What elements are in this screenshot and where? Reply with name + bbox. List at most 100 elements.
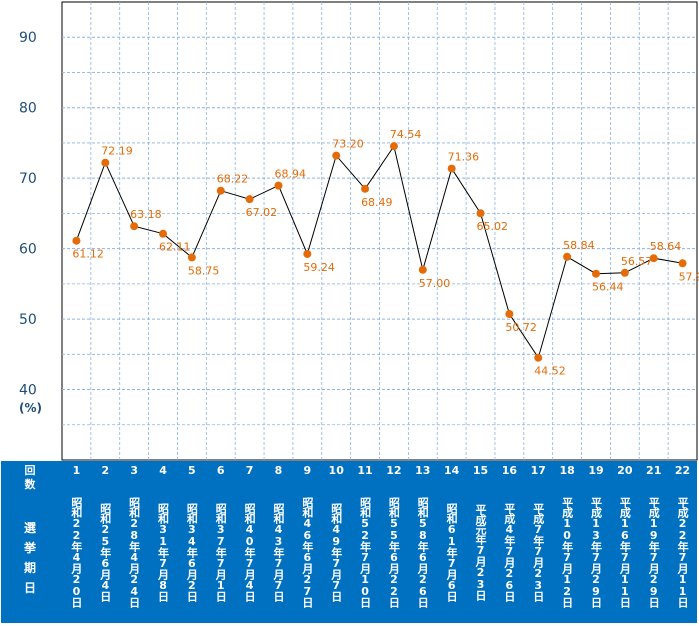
chart-grid <box>61 1 698 461</box>
election-date: 昭和37年7月1日 <box>214 503 228 601</box>
table-column: 14 昭和61年7月6日 <box>439 461 465 621</box>
table-column: 5 昭和34年6月2日 <box>179 461 205 621</box>
table-column: 18 平成10年7月12日 <box>554 461 580 621</box>
election-date: 昭和22年4月20日 <box>69 497 83 607</box>
data-label: 63.18 <box>130 208 162 221</box>
data-point <box>563 252 572 261</box>
data-point <box>72 236 81 245</box>
data-point <box>649 254 658 263</box>
table-column: 9 昭和46年6月27日 <box>294 461 320 621</box>
data-point <box>476 209 485 218</box>
election-table: 回数 選挙期日 1 昭和22年4月20日 2 昭和25年6月4日 3 昭和28年4月24日… <box>1 461 697 623</box>
election-date: 平成16年7月11日 <box>618 497 632 607</box>
data-point <box>130 222 139 231</box>
data-point <box>505 310 514 319</box>
table-column: 16 平成4年7月26日 <box>496 461 522 621</box>
election-number: 16 <box>501 464 518 477</box>
table-column: 6 昭和37年7月1日 <box>208 461 234 621</box>
election-date: 昭和34年6月2日 <box>185 503 199 601</box>
line-chart: 40 50 60 70 80 90 (%) 61.12 72.19 63.18 62.11 58.… <box>19 1 699 461</box>
election-date: 平成10年7月12日 <box>560 497 574 607</box>
table-column: 21 平成19年7月29日 <box>641 461 667 621</box>
data-point <box>101 158 110 167</box>
election-date: 平成22年7月11日 <box>676 497 690 607</box>
data-label: 56.44 <box>592 281 624 294</box>
election-number: 20 <box>617 464 633 477</box>
data-point <box>245 195 254 204</box>
y-tick-label: 50 <box>19 312 37 328</box>
y-tick-label: 80 <box>19 101 37 117</box>
data-point <box>418 265 427 274</box>
data-points <box>72 142 687 362</box>
data-point <box>678 259 687 268</box>
election-number: 18 <box>559 464 575 477</box>
data-point <box>389 142 398 151</box>
data-label: 65.02 <box>477 220 509 233</box>
election-number: 3 <box>130 464 138 477</box>
data-label: 44.52 <box>534 365 566 378</box>
data-label: 56.57 <box>621 255 653 268</box>
data-point <box>274 181 283 190</box>
data-point <box>332 151 341 160</box>
election-number: 2 <box>101 464 110 477</box>
table-column: 22 平成22年7月11日 <box>670 461 696 621</box>
data-point <box>591 269 600 278</box>
table-column: 1 昭和22年4月20日 <box>63 461 89 621</box>
election-date: 昭和46年6月27日 <box>300 497 314 607</box>
election-date: 平成19年7月29日 <box>647 497 661 607</box>
election-number: 13 <box>415 464 431 477</box>
table-column: 4 昭和31年7月8日 <box>150 461 176 621</box>
data-point <box>159 229 168 238</box>
table-column: 20 平成16年7月11日 <box>612 461 638 621</box>
data-label: 61.12 <box>72 248 104 261</box>
election-number: 6 <box>216 464 225 477</box>
table-column: 10 昭和49年7月7日 <box>323 461 349 621</box>
data-label: 62.11 <box>159 241 191 254</box>
election-number: 14 <box>444 464 460 477</box>
election-date: 昭和40年7月4日 <box>243 503 257 601</box>
election-date: 昭和25年6月4日 <box>98 503 112 601</box>
y-tick-label: 60 <box>19 242 37 258</box>
table-column: 2 昭和25年6月4日 <box>92 461 118 621</box>
data-label: 57.00 <box>419 277 451 290</box>
y-tick-label: 90 <box>19 30 37 46</box>
data-point <box>620 268 629 277</box>
table-column: 7 昭和40年7月4日 <box>237 461 263 621</box>
table-column: 13 昭和58年6月26日 <box>410 461 436 621</box>
election-date: 平成4年7月26日 <box>502 503 516 601</box>
data-label: 59.24 <box>303 261 335 274</box>
election-date: 昭和52年7月10日 <box>358 497 372 607</box>
data-label: 58.84 <box>563 239 595 252</box>
table-column: 15 平成元年7月23日 <box>468 461 494 621</box>
election-number: 15 <box>472 464 489 477</box>
election-date: 昭和31年7月8日 <box>156 503 170 601</box>
election-date: 昭和61年7月6日 <box>445 503 459 601</box>
data-label: 58.75 <box>188 264 220 277</box>
election-number: 8 <box>274 464 283 477</box>
y-tick-label: 40 <box>19 383 37 399</box>
data-label: 73.20 <box>332 138 364 151</box>
data-point <box>303 249 312 258</box>
election-date: 平成元年7月23日 <box>474 504 488 600</box>
y-tick-label: 70 <box>19 171 37 187</box>
y-axis: 40 50 60 70 80 90 <box>19 30 37 398</box>
election-date: 平成7年7月23日 <box>531 503 545 601</box>
data-label: 68.49 <box>361 196 393 209</box>
series-line <box>75 144 683 359</box>
election-date: 昭和28年4月24日 <box>127 497 141 607</box>
data-labels: 61.12 72.19 63.18 62.11 58.75 68.22 67.02 68.94… <box>72 128 699 378</box>
election-date: 平成13年7月29日 <box>589 497 603 607</box>
data-label: 57.92 <box>679 270 699 283</box>
election-number: 11 <box>357 464 373 477</box>
election-date: 昭和49年7月7日 <box>329 503 343 601</box>
election-number: 10 <box>328 464 344 477</box>
data-point <box>187 253 196 262</box>
data-label: 58.64 <box>650 240 682 253</box>
election-number: 21 <box>646 464 662 477</box>
table-column: 17 平成7年7月23日 <box>525 461 551 621</box>
data-label: 71.36 <box>448 151 480 164</box>
table-column: 3 昭和28年4月24日 <box>121 461 147 621</box>
data-label: 67.02 <box>246 206 278 219</box>
row-label-date: 選挙期日 <box>23 521 36 595</box>
election-number: 1 <box>72 464 81 477</box>
